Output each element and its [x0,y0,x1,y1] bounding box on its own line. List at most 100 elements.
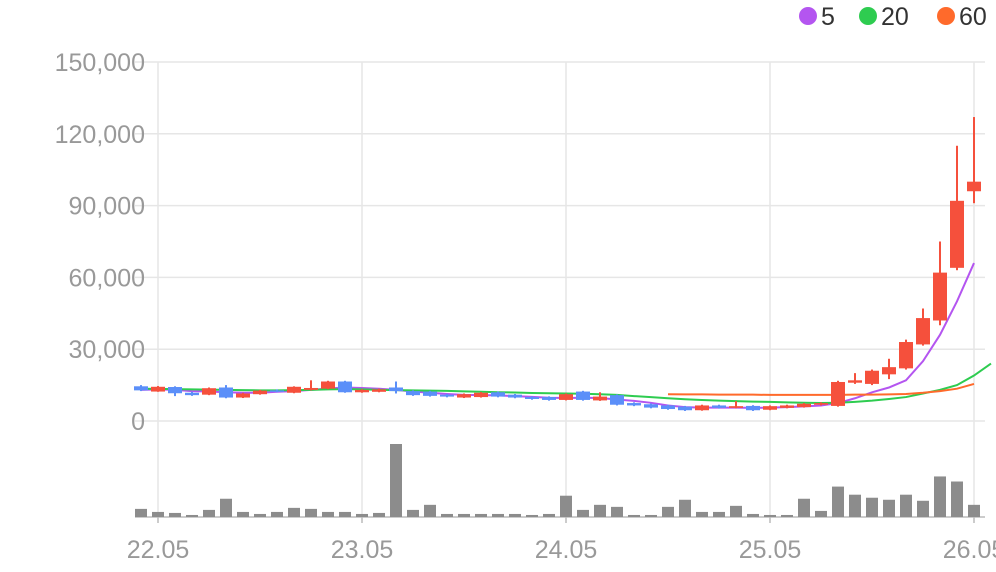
volume-bar [390,444,402,517]
volume-bar [832,486,844,517]
candle-body [151,386,165,392]
volume-bar [611,506,623,517]
candle-body [372,389,386,392]
candle-body [270,390,284,392]
candle-body [780,405,794,408]
candle-body [389,387,403,392]
volume-bar [373,512,385,517]
y-tick-label: 150,000 [55,49,145,77]
legend-marker [937,7,955,25]
volume-bar [407,509,419,517]
volume-bar [305,508,317,517]
volume-bar [883,499,895,517]
candle-body [304,387,318,390]
candle-body [457,394,471,398]
volume-bar [254,513,266,517]
x-tick-label: 23.05 [331,536,394,564]
volume-bar [220,498,232,517]
x-tick-label: 22.05 [127,536,190,564]
volume-bar [696,511,708,517]
ma-line [667,382,975,396]
candle-body [729,406,743,408]
candle-body [559,394,573,400]
volume-bar [951,481,963,517]
candle-body [797,403,811,408]
candle-body [508,394,522,398]
y-tick-label: 60,000 [69,264,145,292]
candles [134,117,981,411]
volume-bar [492,513,504,517]
candle-body [678,406,692,411]
volume-bar [917,500,929,517]
x-tick-label: 25.05 [739,536,802,564]
candle-body [644,404,658,408]
candle-body [967,181,981,192]
volume-area [135,444,980,517]
labels: 0 30,000 60,000 90,000 120,000 150,000 22.05 23… [55,49,996,564]
candle-body [814,403,828,405]
volume-bar [934,476,946,517]
candle-body [236,393,250,398]
candle-body [338,381,352,393]
volume-bar [594,504,606,517]
candle-body [831,381,845,406]
candle-body [253,390,267,395]
volume-bar [577,509,589,517]
candle-body [610,395,624,405]
candle-body [168,387,182,394]
x-tick-label: 26.05 [943,536,996,564]
volume-bar [815,510,827,517]
candle-body [185,392,199,396]
volume-bar [560,495,572,517]
volume-bar [339,511,351,517]
candle-body [695,405,709,411]
volume-bar [186,514,198,517]
volume-bar [526,514,538,517]
candle-body [933,272,947,321]
candle-body [848,380,862,383]
legend-label: 20 [881,3,909,31]
candle-body [899,342,913,369]
candle-body [134,386,148,391]
candle-body [219,387,233,398]
volume-bar [781,514,793,517]
candle-body [542,397,556,400]
candle-body [491,392,505,397]
y-tick-label: 30,000 [69,336,145,364]
volume-bar [645,514,657,517]
volume-bar [662,506,674,517]
candle-body [576,391,590,400]
candle-body [202,388,216,395]
volume-bar [288,507,300,517]
x-tick-label: 24.05 [535,536,598,564]
candle-body [525,397,539,399]
candle-body [423,391,437,396]
candle-body [440,394,454,397]
volume-bar [747,513,759,517]
ma-line [140,262,975,409]
volume-bar [764,514,776,517]
candle-body [355,389,369,393]
volume-bar [900,494,912,517]
volume-bar [968,504,980,517]
volume-bar [424,504,436,517]
volume-bar [628,514,640,517]
volume-bar [458,513,470,517]
volume-bar [135,508,147,517]
candle-body [627,403,641,406]
volume-bar [543,513,555,517]
candle-body [661,405,675,410]
volume-bar [730,505,742,517]
volume-bar [798,498,810,517]
candle-body [712,405,726,408]
candle-body [763,406,777,410]
volume-bar [866,497,878,517]
legend-label: 5 [821,3,835,31]
legend-label: 60 [959,3,987,31]
candle-body [865,370,879,384]
candle-body [916,318,930,345]
volume-bar [475,513,487,517]
volume-bar [679,499,691,517]
